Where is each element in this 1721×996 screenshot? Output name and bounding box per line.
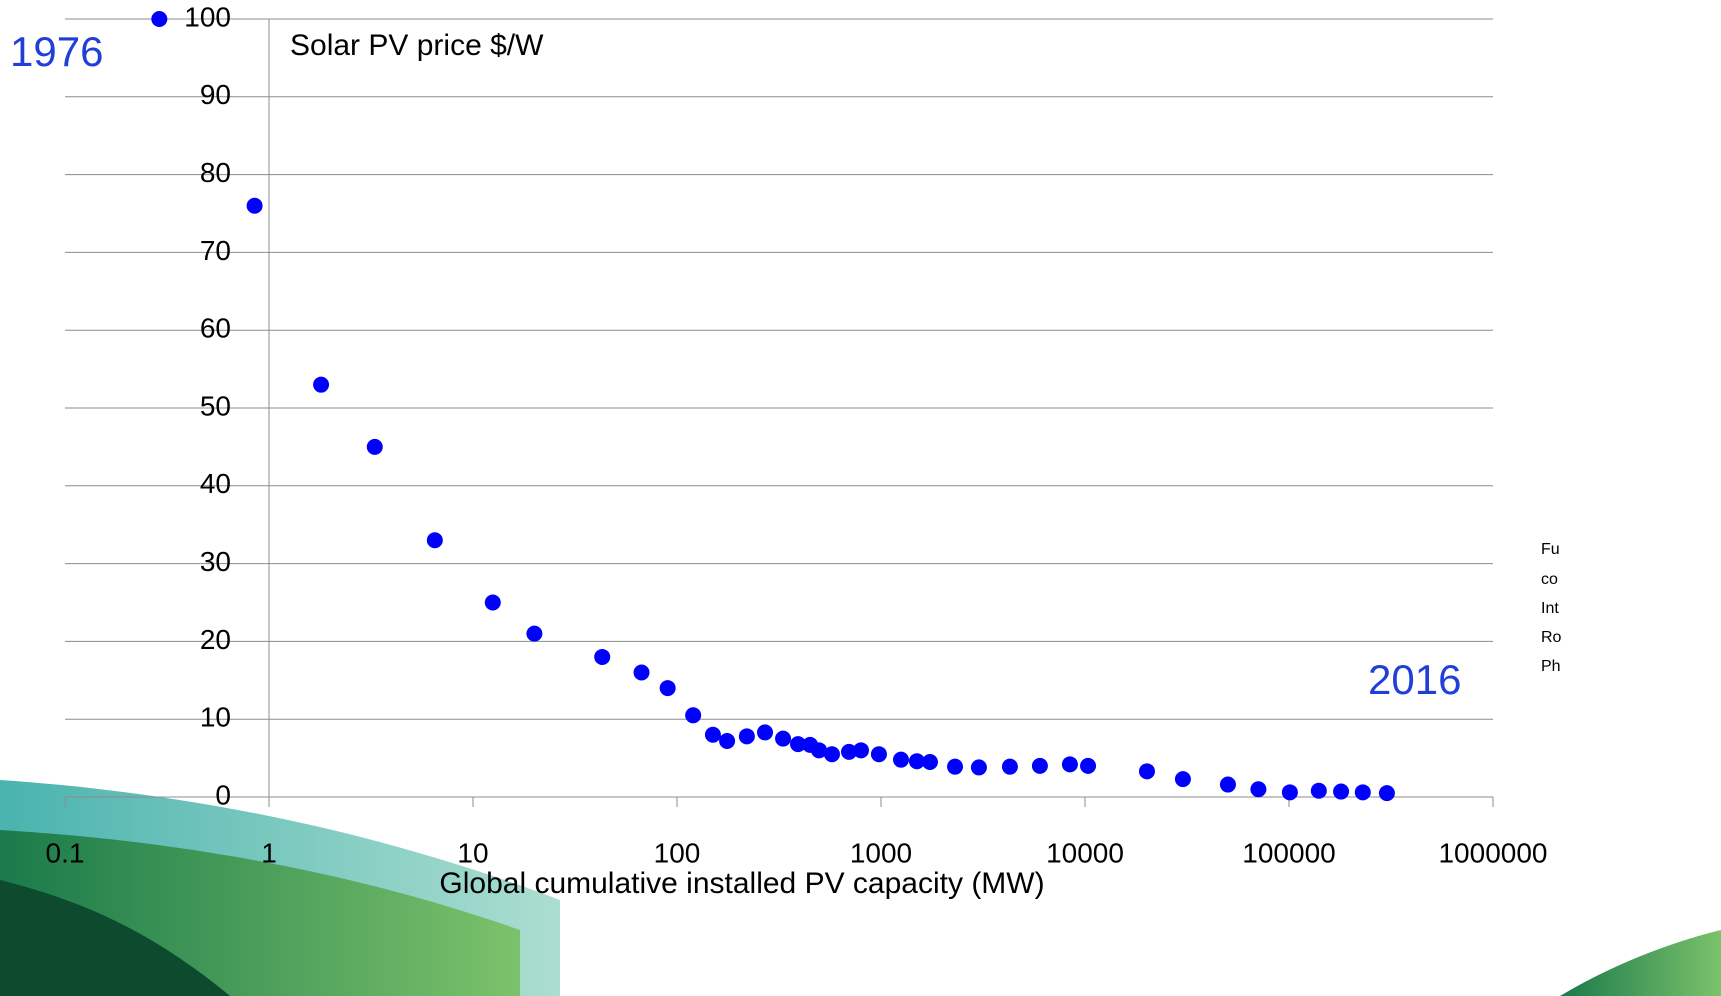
point (1310, 782, 1327, 799)
y-tick-label: 90 (200, 79, 231, 110)
point (704, 726, 721, 743)
point (426, 532, 443, 549)
y-tick-label: 60 (200, 313, 231, 344)
point (870, 746, 887, 763)
note-line: Ph (1541, 658, 1561, 675)
note-line: Fu (1541, 541, 1560, 558)
point (526, 625, 543, 642)
point (1219, 776, 1236, 793)
y-tick-label: 30 (200, 546, 231, 577)
point (1174, 771, 1191, 788)
note-line: co (1541, 571, 1558, 588)
y-tick-label: 50 (200, 390, 231, 421)
x-tick-label: 10 (457, 837, 488, 868)
point (594, 648, 611, 665)
x-tick-label: 100 (654, 837, 701, 868)
x-axis-label: Global cumulative installed PV capacity … (439, 867, 1044, 900)
point (685, 707, 702, 724)
point (246, 197, 263, 214)
point (719, 732, 736, 749)
point (151, 11, 168, 27)
point (1250, 781, 1267, 798)
point (633, 664, 650, 681)
y-tick-label: 40 (200, 468, 231, 499)
x-tick-label: 10000 (1046, 837, 1124, 868)
y-tick-label: 20 (200, 624, 231, 655)
y-tick-label: 70 (200, 235, 231, 266)
y-tick-label: 100 (184, 1, 231, 32)
point (1333, 783, 1350, 800)
point (756, 724, 773, 741)
point (775, 730, 792, 747)
point (811, 742, 828, 759)
annotation: 2016 (1368, 656, 1461, 703)
point (366, 438, 383, 455)
point (853, 742, 870, 759)
point (1378, 785, 1395, 802)
point (1031, 757, 1048, 774)
point (484, 594, 501, 611)
point (1281, 784, 1298, 801)
point (947, 758, 964, 775)
point (892, 751, 909, 768)
note-line: Ro (1541, 629, 1562, 646)
point (841, 743, 858, 760)
x-tick-label: 1 (261, 837, 277, 868)
x-tick-label: 1000 (850, 837, 912, 868)
point (1001, 758, 1018, 775)
point (908, 753, 925, 770)
x-tick-label: 100000 (1242, 837, 1335, 868)
point (313, 376, 330, 393)
point (921, 753, 938, 770)
point (823, 746, 840, 763)
point (790, 736, 807, 753)
y-tick-label: 80 (200, 157, 231, 188)
point (659, 680, 676, 697)
x-tick-label: 0.1 (46, 837, 85, 868)
annotation: 1976 (10, 28, 103, 75)
plot-area: 0 10 20 30 40 50 60 70 80 90 100 0.1 1 10 100 1000 10000… (46, 1, 1548, 868)
side-note: Fu co Int Ro Ph (1541, 541, 1562, 675)
point (1080, 757, 1097, 774)
point (1061, 756, 1078, 773)
chart-title: Solar PV price $/W (290, 29, 544, 62)
y-tick-label: 10 (200, 702, 231, 733)
point (738, 728, 755, 745)
point (1138, 763, 1155, 780)
point (970, 759, 987, 776)
note-line: Int (1541, 600, 1559, 617)
x-tick-label: 1000000 (1438, 837, 1547, 868)
y-tick-label: 0 (215, 779, 231, 810)
point (1354, 784, 1371, 801)
decoration (0, 780, 1721, 996)
